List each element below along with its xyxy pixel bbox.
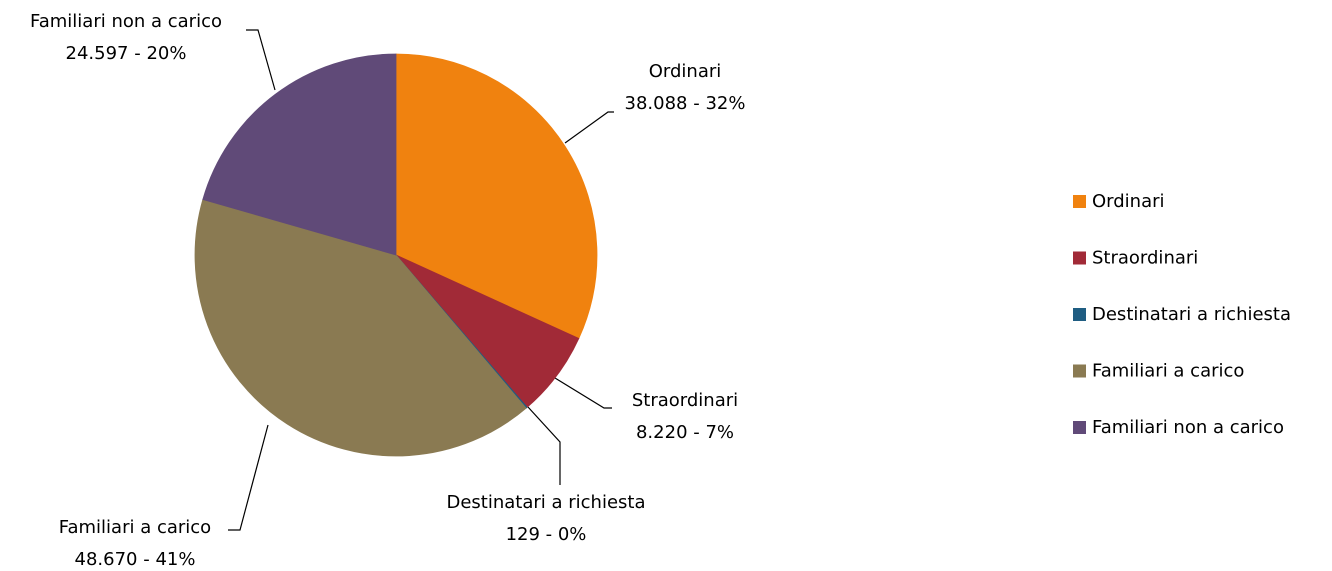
legend-swatch <box>1073 421 1086 434</box>
pie-slice <box>194 199 527 457</box>
data-label-value: 8.220 - 7% <box>636 422 734 443</box>
leader-line <box>246 29 276 91</box>
leader-line <box>527 406 561 485</box>
data-label-name: Straordinari <box>632 390 738 411</box>
legend-swatch <box>1073 364 1086 378</box>
legend-label: Familiari a carico <box>1092 361 1244 382</box>
legend-swatch <box>1073 195 1086 208</box>
leader-lines <box>228 29 614 531</box>
legend-label: Destinatari a richiesta <box>1092 304 1291 325</box>
data-label-name: Destinatari a richiesta <box>446 492 645 513</box>
data-label-value: 129 - 0% <box>506 524 587 545</box>
data-label-name: Familiari non a carico <box>30 11 222 32</box>
data-label-value: 24.597 - 20% <box>66 43 187 64</box>
leader-line <box>228 424 269 531</box>
leader-line <box>564 111 614 144</box>
data-label-value: 38.088 - 32% <box>625 93 746 114</box>
pie-slice <box>202 53 397 256</box>
legend-label: Straordinari <box>1092 248 1198 269</box>
legend-label: Familiari non a carico <box>1092 417 1284 438</box>
data-label-name: Ordinari <box>649 61 722 82</box>
pie-slice <box>395 53 598 340</box>
legend-label: Ordinari <box>1092 191 1165 212</box>
data-label-name: Familiari a carico <box>59 517 211 538</box>
legend-swatch <box>1073 308 1086 321</box>
legend-swatch <box>1073 251 1086 265</box>
leader-line <box>554 377 612 409</box>
data-label-value: 48.670 - 41% <box>75 549 196 570</box>
